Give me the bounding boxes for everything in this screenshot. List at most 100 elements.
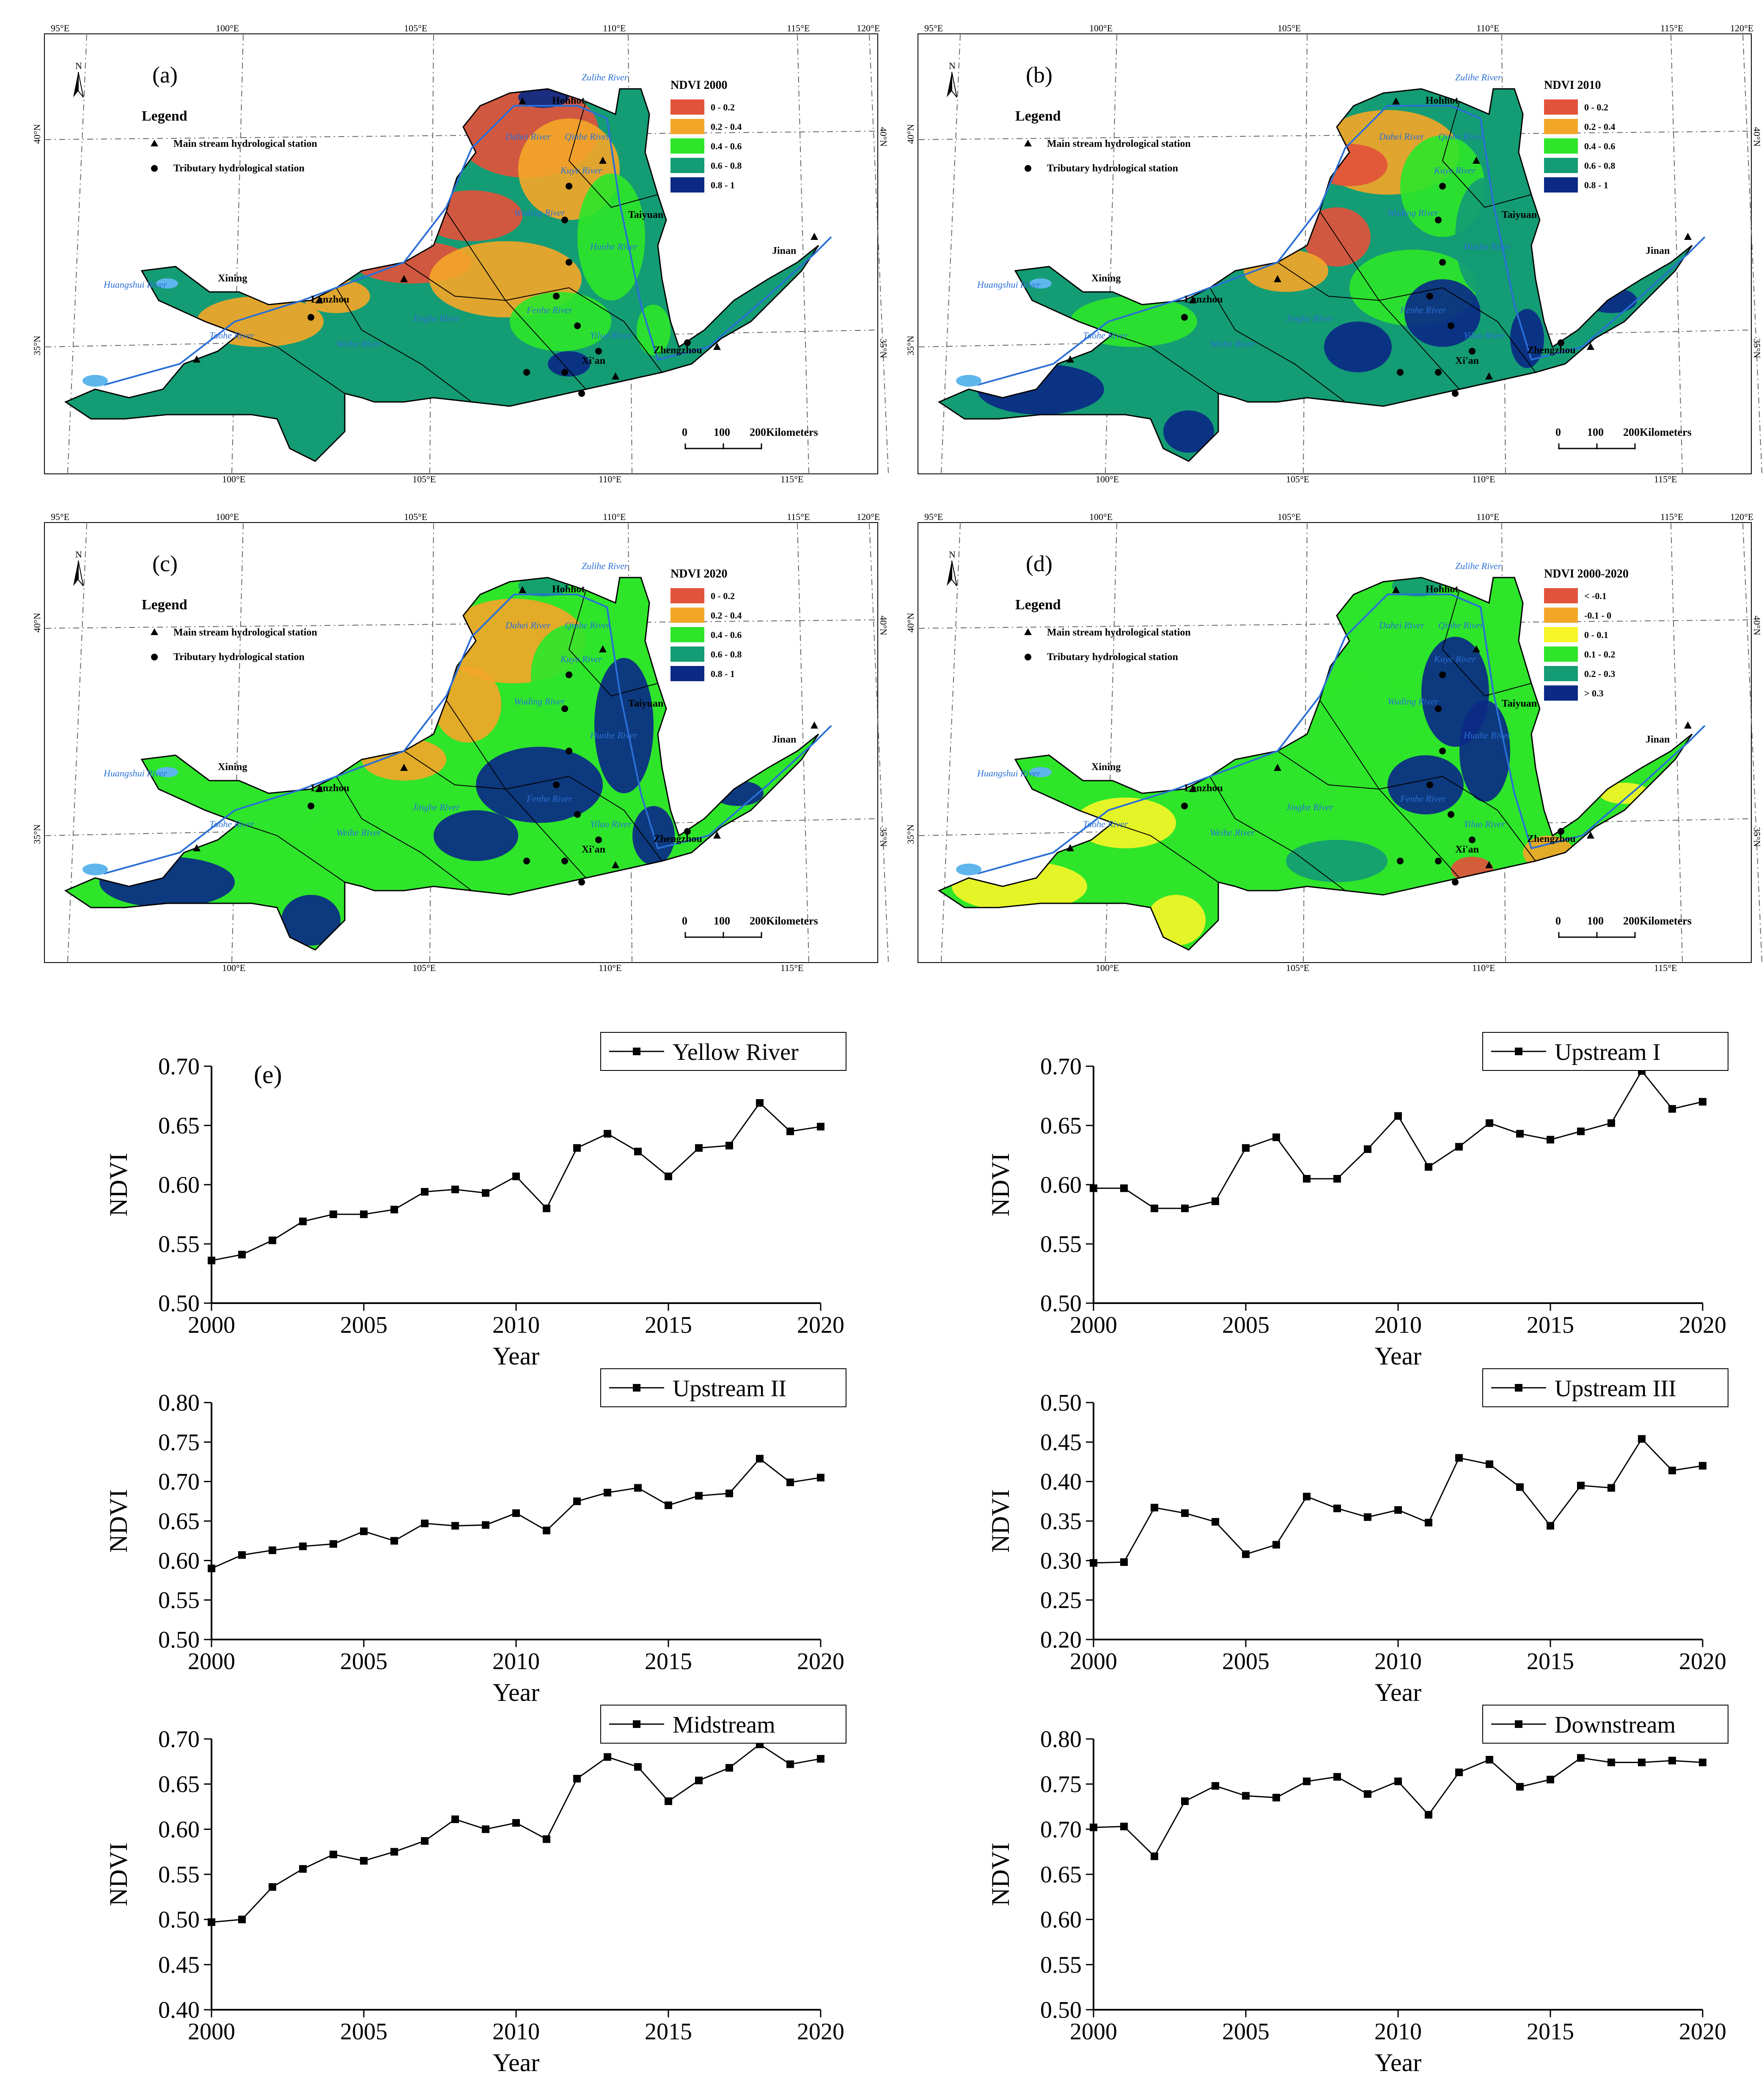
data-point — [1272, 1133, 1280, 1141]
data-point — [1547, 1522, 1554, 1530]
data-point — [1516, 1783, 1524, 1791]
scale-label: 100 — [714, 426, 730, 438]
city-label: Xining — [1091, 273, 1121, 284]
lon-tick-label: 105°E — [1278, 23, 1301, 33]
data-point — [665, 1172, 672, 1180]
ndvi-class-swatch — [670, 646, 704, 662]
lon-tick-label: 120°E — [1730, 512, 1753, 522]
lat-tick-label: 35°N — [905, 336, 916, 355]
city-label: Jinan — [772, 245, 796, 256]
ndvi-region — [531, 624, 615, 726]
river-label: Jinghe River — [1286, 313, 1333, 324]
north-arrow-label: N — [75, 549, 82, 560]
city-label: Hohhot — [1426, 584, 1458, 595]
sub-basin-boundary — [1112, 334, 1219, 394]
ndvi-region — [434, 810, 518, 861]
data-point — [1242, 1550, 1250, 1558]
legend-main-station-icon — [151, 628, 158, 635]
sub-basin-boundary — [336, 776, 472, 891]
yellow-river-mainstem — [103, 594, 832, 875]
lon-tick-label: 110°E — [603, 23, 626, 33]
tributary-station-icon — [566, 748, 572, 754]
data-point — [482, 1825, 489, 1833]
data-point — [238, 1915, 246, 1923]
ndvi-region — [1324, 322, 1392, 372]
chart-legend-label: Downstream — [1555, 1712, 1676, 1738]
city-label: Zhengzhou — [1527, 345, 1576, 356]
north-arrow-label: N — [949, 61, 956, 71]
data-point — [817, 1474, 824, 1482]
city-label: Zhengzhou — [1527, 834, 1576, 845]
x-tick-label: 2015 — [645, 1312, 692, 1338]
river-label: Qinhe River — [1438, 620, 1484, 630]
y-tick-label: 0.60 — [158, 1548, 200, 1574]
river-label: Huangshui River — [977, 768, 1041, 779]
chart-midstream: 0.40 0.45 0.50 0.55 0.60 0.65 0.70 2000 2005 2010… — [104, 1705, 846, 2077]
main-stream-station-icon — [1392, 586, 1400, 593]
river-label: Hunhe River — [1463, 241, 1511, 252]
lake — [1030, 767, 1052, 777]
x-tick-label: 2015 — [1527, 2019, 1574, 2045]
data-point — [573, 1497, 581, 1505]
tributary-station-icon — [561, 705, 568, 712]
data-point — [543, 1835, 550, 1843]
y-tick-label: 0.55 — [158, 1587, 200, 1614]
series-line — [1093, 1757, 1703, 1857]
data-point — [695, 1144, 703, 1152]
data-point — [1425, 1163, 1432, 1171]
tributary-station-icon — [1397, 369, 1404, 376]
tributary-station-icon — [308, 314, 314, 321]
graticule-line — [797, 34, 809, 473]
tributary-station-icon — [1452, 390, 1459, 397]
river-label: Huangshui River — [977, 279, 1041, 290]
graticule-line — [1671, 523, 1683, 962]
data-point — [543, 1205, 550, 1212]
data-point — [1242, 1144, 1250, 1152]
data-point — [634, 1147, 642, 1155]
y-tick-label: 0.50 — [1040, 1997, 1082, 2023]
tributary-station-icon — [684, 828, 691, 835]
main-stream-station-icon — [1485, 861, 1493, 868]
ndvi-region — [552, 814, 628, 857]
sub-basin-boundary — [1442, 101, 1532, 208]
legend-title: Legend — [142, 597, 187, 613]
data-point — [604, 1753, 611, 1761]
data-point — [1242, 1792, 1250, 1800]
x-tick-label: 2015 — [645, 2019, 692, 2045]
x-tick-label: 2015 — [1527, 1312, 1574, 1338]
tributary-station-icon — [566, 259, 572, 266]
basin-outline — [937, 88, 1693, 462]
tributary-station-icon — [595, 836, 602, 843]
data-point — [299, 1865, 307, 1873]
data-point — [543, 1527, 550, 1535]
data-point — [1699, 1098, 1706, 1106]
graticule-line — [1742, 34, 1762, 473]
x-tick-label: 2000 — [1070, 1648, 1117, 1675]
graticule-line — [1742, 523, 1762, 962]
data-point — [208, 1565, 215, 1572]
ndvi-class-swatch — [1544, 99, 1578, 115]
y-tick-label: 0.60 — [1040, 1907, 1082, 1933]
data-point — [1364, 1513, 1371, 1521]
data-point — [1212, 1197, 1219, 1205]
x-tick-label: 2005 — [340, 1312, 387, 1338]
x-tick-label: 2000 — [188, 1648, 235, 1675]
chart-upstream-iii: 0.20 0.25 0.30 0.35 0.40 0.45 0.50 2000 2005 2010… — [986, 1368, 1728, 1706]
river-label: Weihe River — [1210, 338, 1255, 349]
y-tick-label: 0.40 — [1040, 1469, 1082, 1495]
data-point — [1425, 1811, 1432, 1819]
tributary-station-icon — [1439, 259, 1446, 266]
river-label: Jinghe River — [412, 802, 460, 812]
data-point — [1516, 1483, 1524, 1491]
lat-tick-label: 40°N — [905, 613, 916, 633]
legend-main-station-label: Main stream hydrological station — [173, 138, 317, 149]
data-point — [604, 1488, 611, 1497]
ndvi-region — [1163, 410, 1214, 453]
x-tick-label: 2000 — [188, 2019, 235, 2045]
river-label: Yiluo River — [1464, 330, 1505, 341]
data-point — [1364, 1145, 1371, 1153]
river-label: Fenhe River — [1400, 793, 1446, 804]
main-stream-station-icon — [1189, 296, 1197, 303]
data-point — [1394, 1777, 1402, 1785]
main-stream-station-icon — [193, 355, 201, 363]
